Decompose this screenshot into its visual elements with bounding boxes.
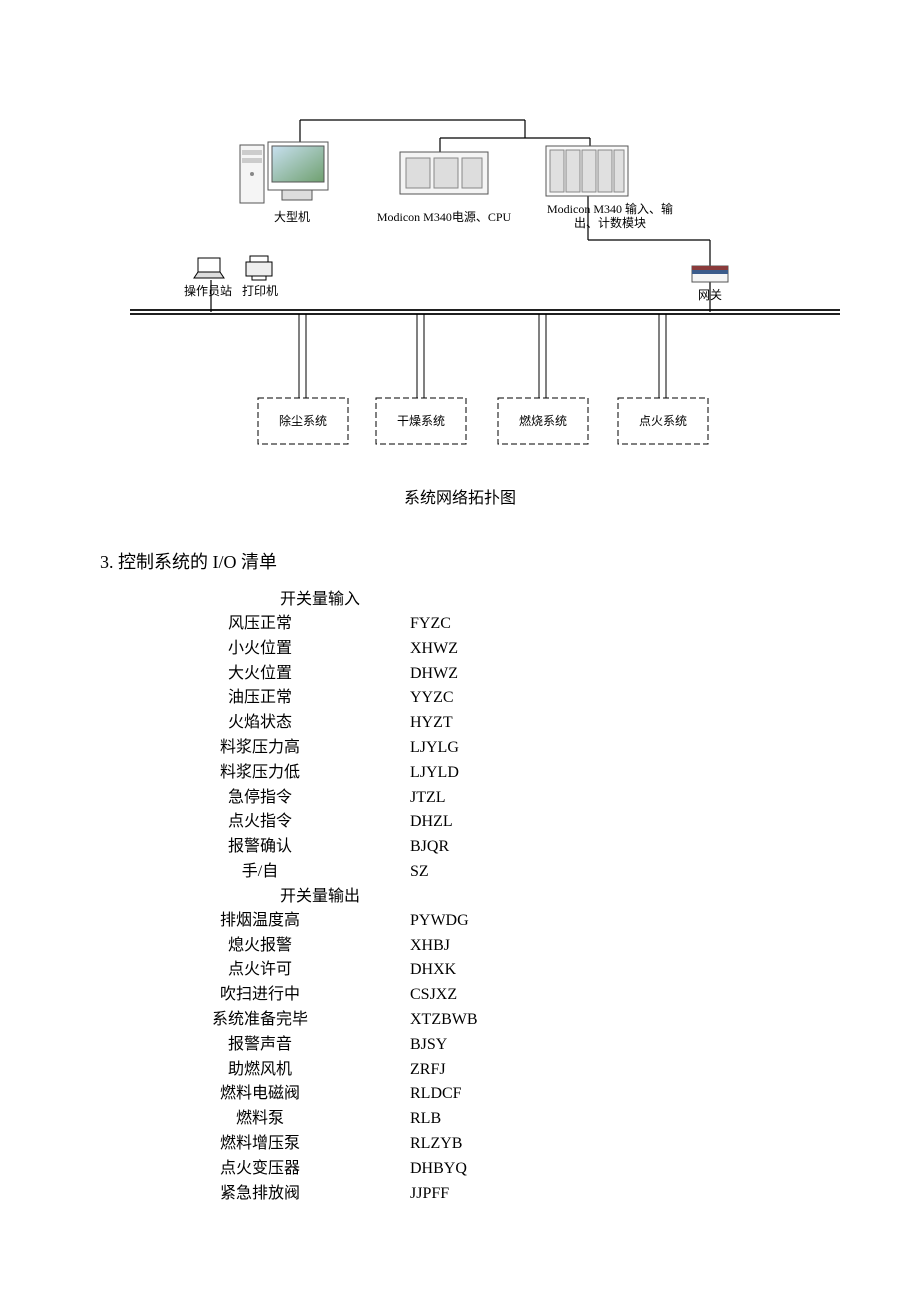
label-modicon-io: Modicon M340 输入、输 出、计数模块 bbox=[530, 202, 690, 231]
io-code: FYZC bbox=[360, 612, 550, 637]
io-row: 火焰状态HYZT bbox=[160, 711, 820, 736]
io-row: 手/自SZ bbox=[160, 860, 820, 885]
io-code: BJQR bbox=[360, 835, 550, 860]
io-code: DHZL bbox=[360, 810, 550, 835]
io-code: RLDCF bbox=[360, 1082, 550, 1107]
io-name: 料浆压力高 bbox=[160, 736, 360, 761]
io-group-title: 开关量输入 bbox=[280, 588, 820, 612]
io-code: XTZBWB bbox=[360, 1008, 550, 1033]
io-code: XHBJ bbox=[360, 934, 550, 959]
diagram-caption: 系统网络拓扑图 bbox=[100, 484, 820, 508]
io-name: 点火指令 bbox=[160, 810, 360, 835]
io-name: 大火位置 bbox=[160, 662, 360, 687]
sys-box-0: 除尘系统 bbox=[258, 412, 348, 429]
io-name: 报警声音 bbox=[160, 1033, 360, 1058]
io-name: 排烟温度高 bbox=[160, 909, 360, 934]
label-modicon-cpu: Modicon M340电源、CPU bbox=[370, 208, 518, 225]
io-code: LJYLD bbox=[360, 761, 550, 786]
io-code: RLZYB bbox=[360, 1132, 550, 1157]
io-row: 燃料泵RLB bbox=[160, 1107, 820, 1132]
io-row: 报警确认BJQR bbox=[160, 835, 820, 860]
io-code: YYZC bbox=[360, 686, 550, 711]
page: 大型机 Modicon M340电源、CPU Modicon M340 输入、输… bbox=[0, 0, 920, 1266]
io-code: DHWZ bbox=[360, 662, 550, 687]
io-code: LJYLG bbox=[360, 736, 550, 761]
sys-box-2: 燃烧系统 bbox=[498, 412, 588, 429]
io-code: HYZT bbox=[360, 711, 550, 736]
io-code: XHWZ bbox=[360, 637, 550, 662]
io-table: 开关量输入风压正常FYZC小火位置XHWZ大火位置DHWZ油压正常YYZC火焰状… bbox=[160, 588, 820, 1206]
io-code: RLB bbox=[360, 1107, 550, 1132]
io-row: 吹扫进行中CSJXZ bbox=[160, 983, 820, 1008]
io-code: CSJXZ bbox=[360, 983, 550, 1008]
io-name: 紧急排放阀 bbox=[160, 1182, 360, 1207]
io-row: 报警声音BJSY bbox=[160, 1033, 820, 1058]
io-name: 熄火报警 bbox=[160, 934, 360, 959]
io-row: 小火位置XHWZ bbox=[160, 637, 820, 662]
io-name: 报警确认 bbox=[160, 835, 360, 860]
io-row: 大火位置DHWZ bbox=[160, 662, 820, 687]
io-name: 系统准备完毕 bbox=[160, 1008, 360, 1033]
io-row: 助燃风机ZRFJ bbox=[160, 1058, 820, 1083]
io-name: 小火位置 bbox=[160, 637, 360, 662]
io-name: 火焰状态 bbox=[160, 711, 360, 736]
io-row: 系统准备完毕XTZBWB bbox=[160, 1008, 820, 1033]
io-code: PYWDG bbox=[360, 909, 550, 934]
io-code: ZRFJ bbox=[360, 1058, 550, 1083]
io-code: JJPFF bbox=[360, 1182, 550, 1207]
io-row: 油压正常YYZC bbox=[160, 686, 820, 711]
io-row: 点火许可DHXK bbox=[160, 958, 820, 983]
io-row: 排烟温度高PYWDG bbox=[160, 909, 820, 934]
io-name: 助燃风机 bbox=[160, 1058, 360, 1083]
label-operator: 操作员站 bbox=[184, 282, 232, 299]
io-name: 油压正常 bbox=[160, 686, 360, 711]
io-name: 手/自 bbox=[160, 860, 360, 885]
io-group-title: 开关量输出 bbox=[280, 885, 820, 909]
io-code: DHBYQ bbox=[360, 1157, 550, 1182]
label-gateway: 网关 bbox=[698, 286, 722, 303]
io-row: 燃料增压泵RLZYB bbox=[160, 1132, 820, 1157]
io-name: 燃料增压泵 bbox=[160, 1132, 360, 1157]
label-modicon-io-l1: Modicon M340 输入、输 bbox=[547, 202, 673, 216]
label-printer: 打印机 bbox=[242, 282, 278, 299]
io-row: 点火指令DHZL bbox=[160, 810, 820, 835]
io-row: 风压正常FYZC bbox=[160, 612, 820, 637]
io-row: 点火变压器DHBYQ bbox=[160, 1157, 820, 1182]
io-row: 急停指令JTZL bbox=[160, 786, 820, 811]
sys-box-3: 点火系统 bbox=[618, 412, 708, 429]
section-heading: 3. 控制系统的 I/O 清单 bbox=[100, 548, 820, 574]
io-code: JTZL bbox=[360, 786, 550, 811]
io-row: 紧急排放阀JJPFF bbox=[160, 1182, 820, 1207]
label-mainframe: 大型机 bbox=[262, 208, 322, 225]
io-row: 熄火报警XHBJ bbox=[160, 934, 820, 959]
network-topology-diagram: 大型机 Modicon M340电源、CPU Modicon M340 输入、输… bbox=[70, 90, 820, 480]
label-modicon-io-l2: 出、计数模块 bbox=[574, 216, 646, 230]
io-row: 料浆压力低LJYLD bbox=[160, 761, 820, 786]
io-code: BJSY bbox=[360, 1033, 550, 1058]
io-row: 燃料电磁阀RLDCF bbox=[160, 1082, 820, 1107]
sys-box-1: 干燥系统 bbox=[376, 412, 466, 429]
io-name: 急停指令 bbox=[160, 786, 360, 811]
io-code: DHXK bbox=[360, 958, 550, 983]
io-code: SZ bbox=[360, 860, 550, 885]
io-name: 燃料泵 bbox=[160, 1107, 360, 1132]
io-name: 风压正常 bbox=[160, 612, 360, 637]
io-name: 点火变压器 bbox=[160, 1157, 360, 1182]
io-name: 吹扫进行中 bbox=[160, 983, 360, 1008]
io-row: 料浆压力高LJYLG bbox=[160, 736, 820, 761]
io-name: 料浆压力低 bbox=[160, 761, 360, 786]
io-name: 点火许可 bbox=[160, 958, 360, 983]
io-name: 燃料电磁阀 bbox=[160, 1082, 360, 1107]
